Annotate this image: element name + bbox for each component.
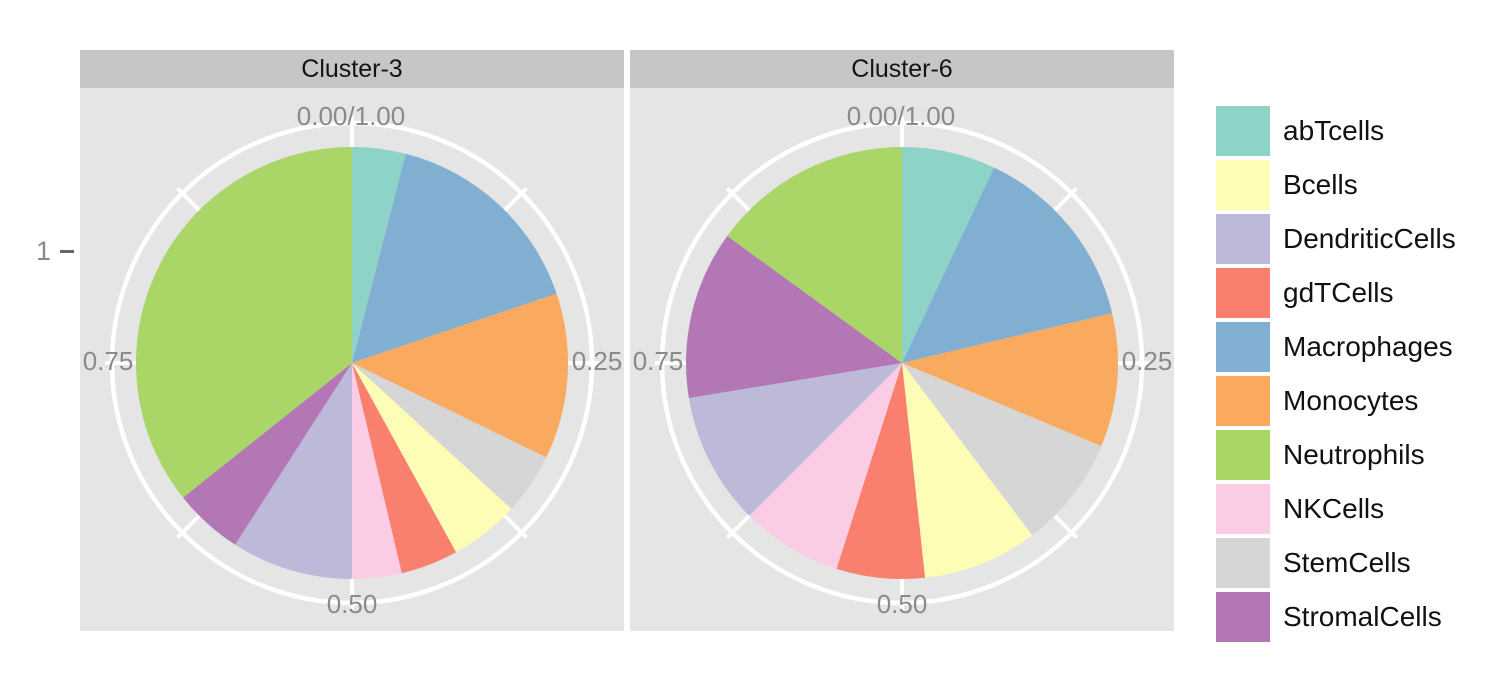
theta-label-start: 0.00/1.00 xyxy=(846,101,956,131)
legend-label: gdTCells xyxy=(1283,277,1394,308)
polar-grid-tick xyxy=(501,512,529,540)
theta-label-start: 0.00/1.00 xyxy=(296,101,406,131)
polar-grid-tick xyxy=(175,186,203,214)
legend-label: NKCells xyxy=(1283,493,1385,524)
pie-slice-Monocytes xyxy=(352,293,568,458)
pie-slice-Neutrophils xyxy=(727,147,902,363)
facet-cluster-6: Cluster-6 0.00/1.00 0.25 0.50 0.75 xyxy=(630,50,1174,631)
y-axis-tick: 1 xyxy=(36,236,75,266)
polar-grid-tick xyxy=(1051,186,1079,214)
plot-panel: 0.00/1.00 0.25 0.50 0.75 xyxy=(80,88,624,631)
legend-key-swatch xyxy=(1216,430,1270,480)
legend-label: abTcells xyxy=(1283,115,1385,146)
legend-label: Macrophages xyxy=(1283,331,1453,362)
pie-slice-StemCells xyxy=(352,363,547,509)
pie-slice-DendriticCells xyxy=(235,363,352,579)
legend-label: StromalCells xyxy=(1283,601,1442,632)
pie-slice-gdTCells xyxy=(352,363,457,574)
legend-item-Macrophages: Macrophages xyxy=(1216,322,1456,372)
y-axis-tick-label: 1 xyxy=(36,236,52,266)
legend-item-Monocytes: Monocytes xyxy=(1216,376,1456,426)
pie-slice-abTcells xyxy=(352,147,406,363)
legend-key-swatch xyxy=(1216,268,1270,318)
theta-label-025: 0.25 xyxy=(571,346,623,376)
legend-label: StemCells xyxy=(1283,547,1411,578)
facet-strip: Cluster-6 xyxy=(630,50,1174,88)
pie-slice-abTcells xyxy=(902,147,994,363)
facet-title: Cluster-6 xyxy=(851,54,953,83)
pie-slice-gdTCells xyxy=(836,363,926,580)
legend-item-DendriticCells: DendriticCells xyxy=(1216,214,1456,264)
polar-grid-tick xyxy=(501,186,529,214)
legend-key-swatch xyxy=(1216,106,1270,156)
pie-slice-Neutrophils xyxy=(135,147,352,498)
legend-item-StemCells: StemCells xyxy=(1216,538,1456,588)
pie-slice-NKCells xyxy=(352,363,402,579)
legend-key-swatch xyxy=(1216,160,1270,210)
facet-cluster-3: Cluster-3 0.00/1.00 0.25 0.50 0.75 xyxy=(80,50,624,631)
facet-title: Cluster-3 xyxy=(301,54,403,83)
plot-panel: 0.00/1.00 0.25 0.50 0.75 xyxy=(630,88,1174,631)
legend-item-Bcells: Bcells xyxy=(1216,160,1456,210)
y-axis-tick-mark xyxy=(60,250,75,253)
legend-item-NKCells: NKCells xyxy=(1216,484,1456,534)
legend-key-swatch xyxy=(1216,322,1270,372)
legend-item-StromalCells: StromalCells xyxy=(1216,592,1456,642)
legend-key-swatch xyxy=(1216,214,1270,264)
pie-slice-StemCells xyxy=(902,363,1102,536)
facet-strip: Cluster-3 xyxy=(80,50,624,88)
legend-item-Neutrophils: Neutrophils xyxy=(1216,430,1456,480)
pie-chart xyxy=(655,116,1149,610)
polar-grid-tick xyxy=(725,186,753,214)
polar-grid-tick xyxy=(175,512,203,540)
legend: abTcells Bcells DendriticCells gdTCells Macr… xyxy=(1216,106,1456,646)
theta-label-050: 0.50 xyxy=(326,589,378,619)
legend-label: DendriticCells xyxy=(1283,223,1456,254)
legend-label: Bcells xyxy=(1283,169,1358,200)
pie-slice-Bcells xyxy=(902,363,1033,578)
pie-slice-StromalCells xyxy=(183,363,352,545)
pie-slice-NKCells xyxy=(749,363,902,569)
legend-key-swatch xyxy=(1216,592,1270,642)
pie-slice-Bcells xyxy=(352,363,512,553)
legend-label: Monocytes xyxy=(1283,385,1419,416)
pie-slice-Monocytes xyxy=(902,313,1119,447)
legend-item-gdTCells: gdTCells xyxy=(1216,268,1456,318)
pie-slice-DendriticCells xyxy=(688,363,902,516)
pie-slice-StromalCells xyxy=(686,236,902,399)
legend-key-swatch xyxy=(1216,376,1270,426)
theta-label-050: 0.50 xyxy=(876,589,928,619)
theta-label-025: 0.25 xyxy=(1121,346,1173,376)
pie-slice-Macrophages xyxy=(902,167,1113,363)
theta-label-075: 0.75 xyxy=(632,346,684,376)
legend-key-swatch xyxy=(1216,538,1270,588)
theta-label-075: 0.75 xyxy=(82,346,134,376)
legend-key-swatch xyxy=(1216,484,1270,534)
legend-label: Neutrophils xyxy=(1283,439,1425,470)
legend-item-abTcells: abTcells xyxy=(1216,106,1456,156)
polar-grid-tick xyxy=(725,512,753,540)
pie-slice-Macrophages xyxy=(352,153,557,363)
pie-chart xyxy=(105,116,599,610)
polar-grid-tick xyxy=(1051,512,1079,540)
